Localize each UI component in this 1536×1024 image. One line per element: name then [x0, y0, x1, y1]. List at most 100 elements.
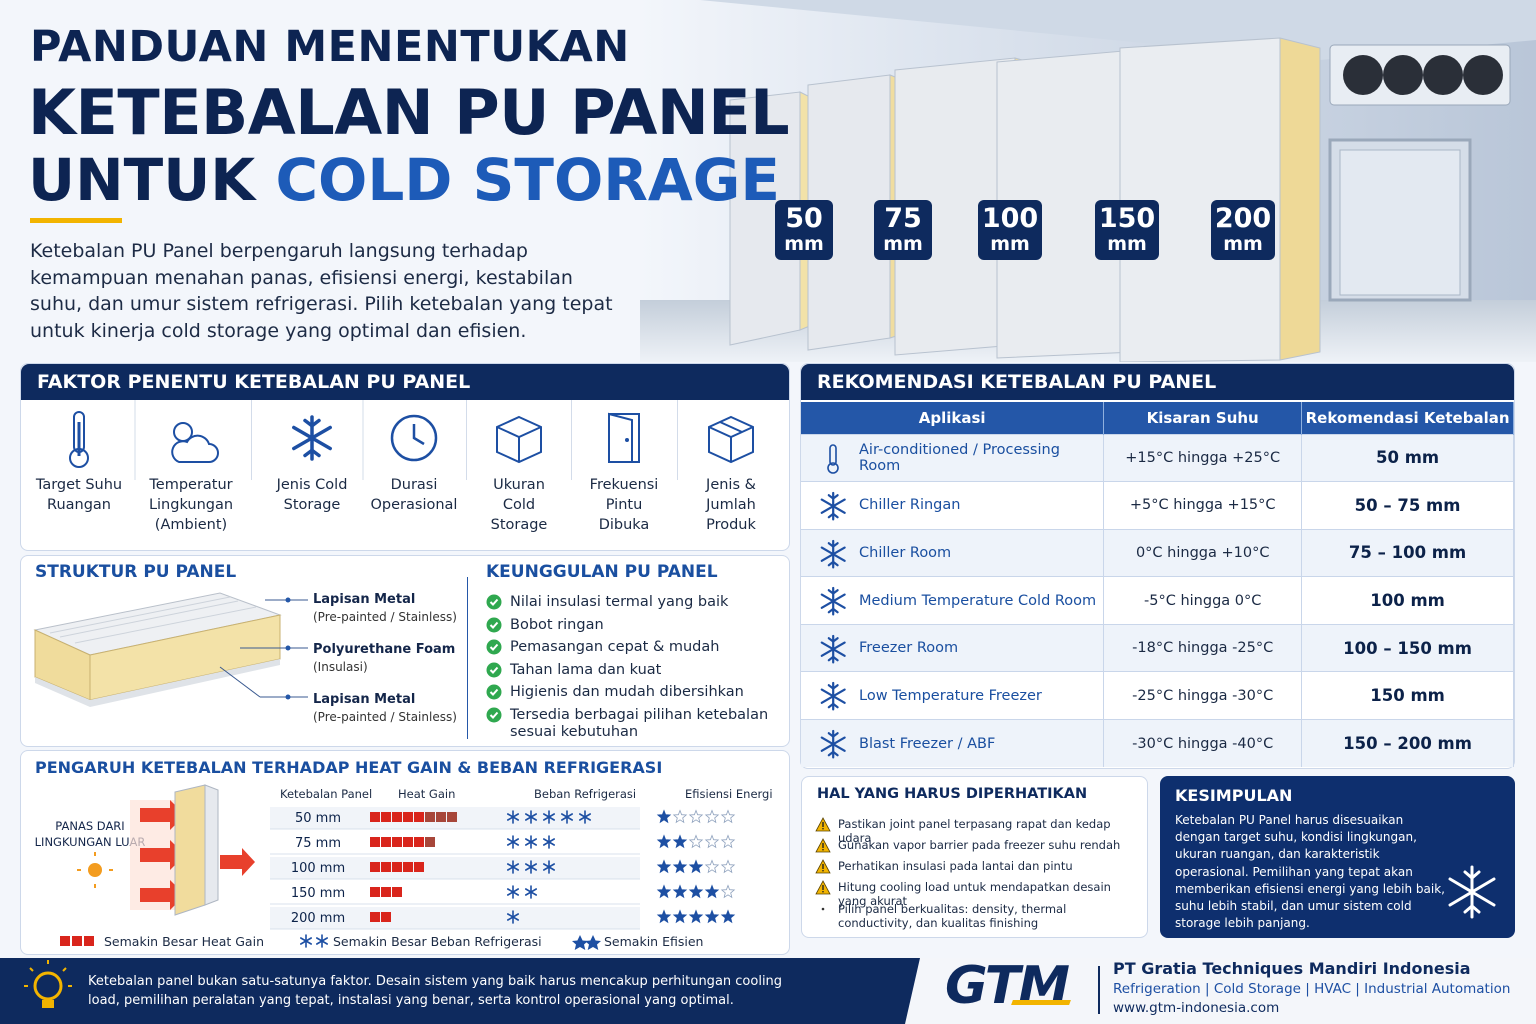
- conclusion-panel: [1160, 776, 1515, 938]
- table-row: Chiller Ringan +5°C hingga +15°C 50 – 75 m…: [801, 481, 1514, 530]
- heat-block: [381, 887, 391, 897]
- layer-note: (Pre-painted / Stainless): [313, 710, 457, 724]
- table-cell: Blast Freezer / ABF: [801, 719, 1105, 768]
- warning-icon: [821, 907, 825, 911]
- layer-note: (Pre-painted / Stainless): [313, 610, 457, 624]
- thickness-label: 100 mm: [291, 861, 345, 876]
- company-services: Refrigeration | Cold Storage | HVAC | In…: [1113, 981, 1511, 997]
- star: [672, 909, 688, 924]
- badge-value: 50: [785, 203, 823, 234]
- recommendation-table: Aplikasi Kisaran Suhu Rekomendasi Ketebala…: [801, 402, 1514, 768]
- section-title: PENGARUH KETEBALAN TERHADAP HEAT GAIN & …: [35, 758, 663, 777]
- table-cell: -25°C hingga -30°C: [1103, 671, 1303, 720]
- star: [720, 909, 736, 924]
- factor-icon: [608, 412, 640, 463]
- row-icon: [827, 443, 839, 474]
- badge-unit: mm: [784, 233, 824, 255]
- title-word: UNTUK: [28, 146, 256, 214]
- note-item: Pilih panel berkualitas: density, therma…: [838, 902, 1067, 930]
- star: [720, 884, 736, 899]
- temperature: +15°C hingga +25°C: [1125, 449, 1281, 466]
- table-cell: Air-conditioned / Processing Room: [801, 433, 1105, 482]
- factor-icon: [171, 422, 219, 463]
- star: [704, 884, 720, 899]
- note-item: Gunakan vapor barrier pada freezer suhu …: [838, 838, 1121, 852]
- factor-label: Ukuran Cold Storage: [490, 477, 548, 533]
- heat-block: [403, 812, 413, 822]
- note-item: Pastikan joint panel terpasang rapat dan…: [838, 817, 1111, 845]
- heat-block: [414, 862, 424, 872]
- row-icon: [820, 491, 846, 521]
- heat-block: [370, 812, 380, 822]
- title-line: KETEBALAN PU PANEL: [28, 76, 790, 149]
- thickness-label: 50 mm: [295, 811, 341, 826]
- table-cell: +15°C hingga +25°C: [1103, 433, 1303, 482]
- heat-block: [381, 837, 391, 847]
- star: [656, 834, 672, 849]
- heat-illustration: [77, 784, 255, 916]
- column-header: Aplikasi: [801, 402, 1105, 434]
- heat-source-label: PANAS DARI LINGKUNGAN LUAR: [34, 819, 146, 849]
- heat-block: [414, 812, 424, 822]
- check-icon: [486, 662, 502, 678]
- intro-text: Ketebalan PU Panel berpengaruh langsung …: [30, 240, 613, 342]
- badge-unit: mm: [990, 233, 1030, 255]
- table-cell: Freezer Room: [801, 623, 1105, 672]
- table-cell: 100 mm: [1301, 576, 1514, 625]
- title-underline: [30, 218, 122, 223]
- star: [688, 859, 704, 874]
- column-header: Kisaran Suhu: [1103, 402, 1303, 434]
- legend-text: Semakin Besar Heat Gain: [104, 934, 264, 949]
- heat-gain-bar: [370, 812, 457, 822]
- temperature: 0°C hingga +10°C: [1135, 544, 1270, 561]
- advantage-item: Bobot ringan: [510, 616, 604, 633]
- heat-block: [392, 862, 402, 872]
- star: [656, 859, 672, 874]
- warning-icon: [815, 880, 831, 895]
- badge-unit: mm: [1223, 233, 1263, 255]
- table-cell: Chiller Room: [801, 528, 1105, 577]
- header-row: Aplikasi Kisaran Suhu Rekomendasi Ketebala…: [801, 402, 1514, 434]
- title-line: UNTUK COLD STORAGE: [28, 146, 780, 214]
- efficiency-stars: [656, 884, 736, 899]
- temperature: -25°C hingga -30°C: [1132, 687, 1274, 704]
- thickness-label: 75 mm: [295, 836, 341, 851]
- note-item: Perhatikan insulasi pada lantai dan pint…: [838, 859, 1073, 873]
- title-line: PANDUAN MENENTUKAN: [30, 22, 630, 72]
- table-cell: 0°C hingga +10°C: [1103, 528, 1303, 577]
- badge-unit: mm: [883, 233, 923, 255]
- table-cell: 150 – 200 mm: [1301, 719, 1514, 768]
- heat-gain-bar: [370, 837, 435, 847]
- advantage-item: Nilai insulasi termal yang baik: [510, 594, 729, 610]
- section-title: HAL YANG HARUS DIPERHATIKAN: [817, 786, 1088, 802]
- row-bg: [270, 882, 640, 904]
- table-cell: -5°C hingga 0°C: [1103, 576, 1303, 625]
- table-cell: Chiller Ringan: [801, 481, 1105, 530]
- heat-block: [370, 837, 380, 847]
- star: [720, 859, 736, 874]
- factor-label: Jenis Cold Storage: [276, 477, 348, 513]
- efficiency-stars: [656, 909, 736, 924]
- title-highlight: COLD STORAGE: [275, 146, 781, 214]
- star: [704, 859, 720, 874]
- factor-icon: [496, 415, 542, 464]
- factor-label: Frekuensi Pintu Dibuka: [589, 477, 659, 533]
- badge-unit: mm: [1107, 233, 1147, 255]
- check-icon: [486, 594, 502, 610]
- factor-label: Target Suhu Ruangan: [35, 477, 123, 513]
- column-header: Heat Gain: [398, 787, 455, 801]
- factor-icon: [708, 415, 754, 464]
- row-icon: [820, 729, 846, 759]
- table-cell: 50 – 75 mm: [1301, 481, 1514, 530]
- heat-block: [414, 837, 424, 847]
- heat-block: [392, 837, 402, 847]
- table-row: Freezer Room -18°C hingga -25°C 100 – 150 …: [801, 623, 1514, 672]
- table-row: Air-conditioned / Processing Room +15°C h…: [801, 433, 1514, 482]
- star: [704, 809, 720, 824]
- badge-value: 150: [1098, 203, 1156, 234]
- heat-legend-icons: [60, 934, 601, 950]
- star: [704, 909, 720, 924]
- thickness: 75 – 100 mm: [1348, 543, 1467, 563]
- section-title: FAKTOR PENENTU KETEBALAN PU PANEL: [21, 364, 789, 400]
